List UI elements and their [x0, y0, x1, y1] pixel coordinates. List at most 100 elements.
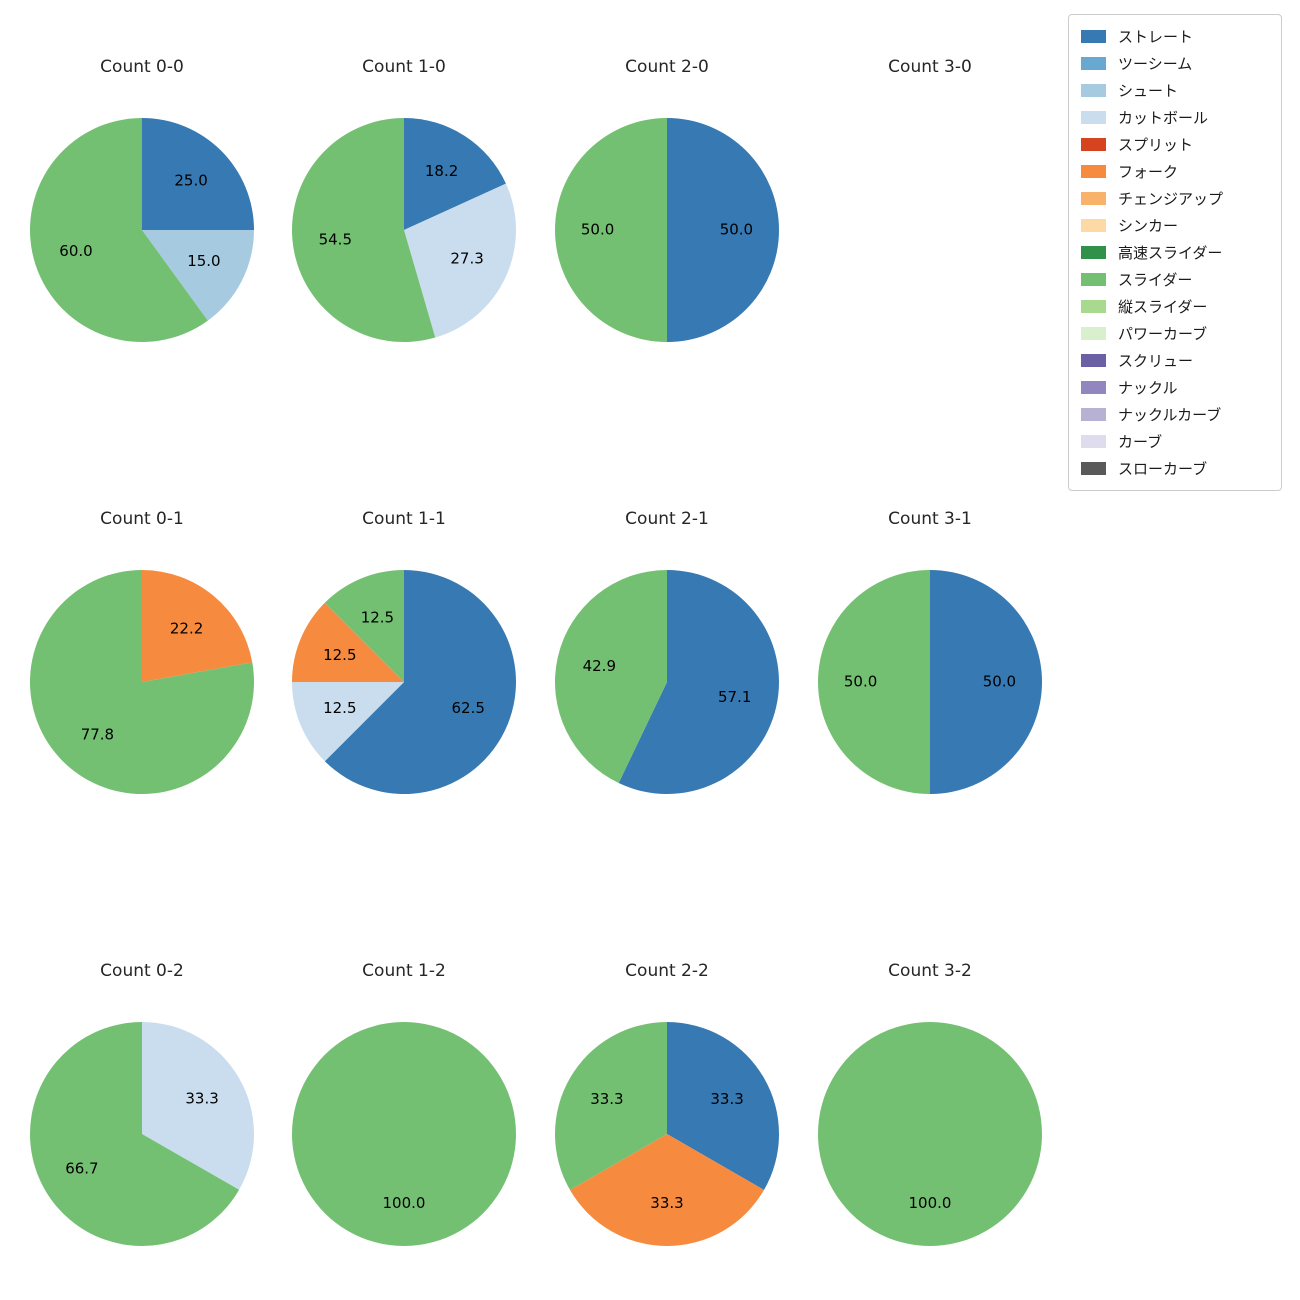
pie-slice	[324, 570, 404, 682]
legend-swatch-icon	[1081, 273, 1106, 286]
pie-svg: 100.0	[291, 1022, 516, 1246]
pie-slice-label: 100.0	[909, 1194, 952, 1212]
legend-label: スライダー	[1118, 271, 1193, 289]
pie-slice	[142, 118, 254, 230]
pie-svg: 18.2 27.3 54.5	[291, 117, 516, 342]
legend-item: スプリット	[1075, 131, 1275, 158]
pie-slice-label: 33.3	[650, 1194, 683, 1212]
legend-label: シンカー	[1118, 217, 1179, 235]
chart-title: Count 3-0	[888, 57, 972, 77]
legend-label: チェンジアップ	[1118, 190, 1224, 208]
pie-slice	[555, 1022, 667, 1190]
pie-svg: 33.3 33.3 33.3	[555, 1022, 779, 1246]
pie-slice	[618, 570, 780, 794]
chart-title: Count 0-0	[100, 57, 184, 77]
pie-slice-label: 12.5	[323, 699, 356, 717]
chart-title: Count 0-1	[100, 509, 184, 529]
legend-list: ストレートツーシームシュートカットボールスプリットフォークチェンジアップ シンカー…	[1075, 23, 1275, 482]
legend-swatch-icon	[1081, 435, 1106, 448]
pie-chart-count-0-0: Count 0-0 25.0 15.0 60.0	[22, 55, 262, 350]
legend-label: ツーシーム	[1118, 55, 1193, 73]
legend-swatch-icon	[1081, 165, 1106, 178]
pie-slice-label: 42.9	[583, 657, 616, 675]
legend-swatch-icon	[1081, 381, 1106, 394]
pie-slice	[29, 1022, 240, 1246]
chart-title: Count 1-2	[362, 961, 446, 981]
legend-label: シュート	[1118, 82, 1179, 100]
pie-svg: 62.5 12.5 12.5 12.5	[292, 570, 516, 794]
legend-label: ストレート	[1118, 28, 1194, 46]
pie-slice-label: 66.7	[65, 1159, 98, 1177]
pie-slice	[930, 570, 1042, 794]
pie-chart-count-2-0: Count 2-0 50.0 50.0	[547, 55, 787, 350]
legend-swatch-icon	[1081, 30, 1106, 43]
legend-item: ツーシーム	[1075, 50, 1275, 77]
chart-title: Count 0-2	[100, 961, 184, 981]
pie-slice-label: 15.0	[187, 252, 220, 270]
legend-swatch-icon	[1081, 462, 1106, 475]
pie-slice	[142, 230, 254, 321]
pie-chart-count-3-1: Count 3-1 50.0 50.0	[810, 507, 1050, 802]
pie-slice	[291, 1022, 516, 1246]
pie-chart-count-2-2: Count 2-2 33.3 33.3 33.3	[547, 959, 787, 1254]
pie-slice	[292, 602, 404, 682]
legend-swatch-icon	[1081, 57, 1106, 70]
legend-swatch-icon	[1081, 408, 1106, 421]
legend-item: 高速スライダー	[1075, 239, 1275, 266]
legend-item: パワーカーブ	[1075, 320, 1275, 347]
chart-title: Count 2-2	[625, 961, 709, 981]
legend-item: スローカーブ	[1075, 455, 1275, 482]
legend-swatch-icon	[1081, 219, 1106, 232]
legend-swatch-icon	[1081, 327, 1106, 340]
pie-slice-label: 60.0	[59, 242, 92, 260]
legend-item: フォーク	[1075, 158, 1275, 185]
legend-item: カットボール	[1075, 104, 1275, 131]
legend-label: スクリュー	[1118, 352, 1194, 370]
pie-slice-label: 62.5	[451, 699, 484, 717]
pie-slice-label: 25.0	[174, 171, 207, 189]
pie-slice-label: 57.1	[718, 688, 751, 706]
legend-label: 縦スライダー	[1118, 298, 1208, 316]
legend-item: スクリュー	[1075, 347, 1275, 374]
legend-swatch-icon	[1081, 111, 1106, 124]
pie-svg: 33.3 66.7	[29, 1022, 254, 1246]
legend-label: ナックル	[1118, 379, 1178, 397]
pie-chart-count-0-2: Count 0-2 33.3 66.7	[22, 959, 262, 1254]
pie-slice	[292, 682, 404, 762]
legend-label: ナックルカーブ	[1118, 406, 1222, 424]
pie-slice	[555, 570, 667, 784]
pie-slice-label: 50.0	[844, 673, 877, 691]
pie-slice-label: 12.5	[323, 646, 356, 664]
legend-swatch-icon	[1081, 138, 1106, 151]
legend-item: ストレート	[1075, 23, 1275, 50]
legend-item: ナックル	[1075, 374, 1275, 401]
pie-chart-count-3-2: Count 3-2 100.0	[810, 959, 1050, 1254]
chart-title: Count 3-1	[888, 509, 972, 529]
pie-chart-count-2-1: Count 2-1 57.1 42.9	[547, 507, 787, 802]
legend-label: スプリット	[1118, 136, 1194, 154]
pie-slice	[404, 118, 506, 230]
legend-label: 高速スライダー	[1118, 244, 1223, 262]
pie-slice	[570, 1134, 764, 1246]
legend-swatch-icon	[1081, 300, 1106, 313]
legend-label: スローカーブ	[1118, 460, 1208, 478]
legend-item: 縦スライダー	[1075, 293, 1275, 320]
pie-svg: 100.0	[817, 1022, 1042, 1246]
pie-slice	[818, 570, 930, 794]
pie-slice-label: 18.2	[425, 162, 458, 180]
pie-slice	[404, 183, 516, 338]
legend-swatch-icon	[1081, 246, 1106, 259]
pie-slice	[142, 1022, 254, 1190]
legend-label: パワーカーブ	[1118, 325, 1208, 343]
legend-swatch-icon	[1081, 354, 1106, 367]
legend-swatch-icon	[1081, 192, 1106, 205]
pie-slice	[29, 570, 254, 794]
pie-svg: 50.0 50.0	[555, 118, 779, 342]
chart-title: Count 2-1	[625, 509, 709, 529]
pie-chart-count-0-1: Count 0-1 22.2 77.8	[22, 507, 262, 802]
pie-slice-label: 33.3	[590, 1090, 623, 1108]
pitch-type-legend: ストレートツーシームシュートカットボールスプリットフォークチェンジアップ シンカー…	[1068, 14, 1282, 491]
pie-slice-label: 33.3	[710, 1090, 743, 1108]
pie-chart-count-1-2: Count 1-2 100.0	[284, 959, 524, 1254]
pie-chart-count-1-0: Count 1-0 18.2 27.3 54.5	[284, 55, 524, 350]
